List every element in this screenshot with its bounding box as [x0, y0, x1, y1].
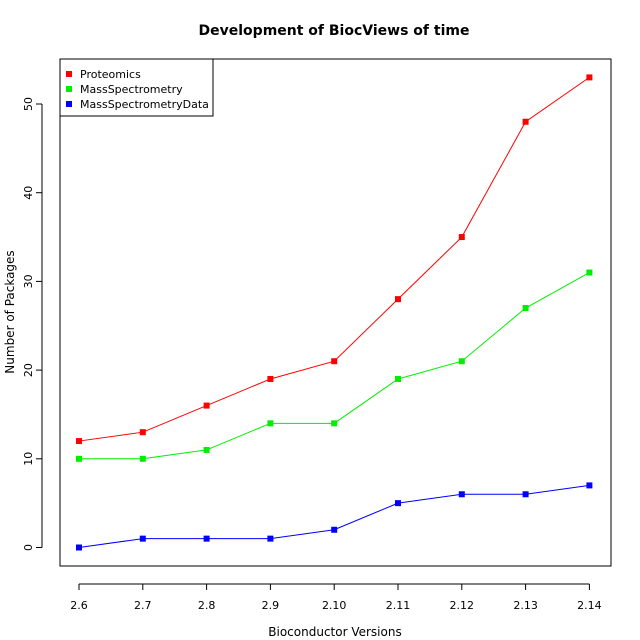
data-point: [395, 375, 401, 382]
data-point: [203, 402, 210, 409]
data-point: [267, 375, 274, 382]
y-axis-label: Number of Packages: [3, 250, 17, 373]
legend: Proteomics MassSpectrometry MassSpectromet…: [59, 58, 214, 117]
data-point: [331, 420, 338, 427]
x-tick-label: 2.12: [450, 599, 475, 612]
x-tick-label: 2.13: [513, 599, 538, 612]
series-points: [76, 74, 593, 551]
data-point: [203, 446, 210, 453]
x-tick-label: 2.7: [134, 599, 152, 612]
x-tick-label: 2.10: [322, 599, 347, 612]
series-line-MassSpectrometryData: [78, 484, 590, 548]
series-line-Proteomics: [78, 76, 590, 442]
y-tick-label: 10: [22, 452, 35, 466]
data-point: [458, 234, 465, 241]
data-point: [458, 491, 465, 498]
axes: 2.6 2.7 2.8 2.9 2.10 2.11 2.12 2.13 2.14 0 10 20 30 4…: [22, 97, 602, 612]
legend-swatch: [66, 71, 72, 77]
data-point: [267, 535, 274, 542]
legend-entry-label: MassSpectrometry: [80, 83, 183, 96]
data-point: [395, 500, 401, 507]
data-point: [522, 491, 529, 498]
data-point: [395, 296, 401, 303]
y-tick-label: 20: [22, 363, 35, 377]
x-tick-label: 2.11: [386, 599, 411, 612]
data-point: [139, 429, 146, 436]
x-tick-label: 2.6: [70, 599, 88, 612]
data-point: [76, 455, 82, 462]
data-point: [586, 269, 593, 276]
x-tick-label: 2.9: [262, 599, 280, 612]
plot-frame: [59, 58, 612, 567]
data-point: [522, 305, 529, 312]
y-tick-label: 30: [22, 274, 35, 288]
y-tick-label: 0: [22, 544, 35, 551]
x-tick-label: 2.14: [577, 599, 602, 612]
data-point: [76, 438, 82, 445]
data-point: [586, 74, 593, 81]
data-point: [331, 358, 338, 365]
series-lines: [78, 76, 590, 548]
data-point: [203, 535, 210, 542]
y-tick-label: 40: [22, 186, 35, 200]
legend-box: [59, 58, 214, 117]
data-point: [586, 482, 593, 489]
data-point: [139, 455, 146, 462]
data-point: [331, 526, 338, 533]
x-axis-label: Bioconductor Versions: [268, 625, 401, 639]
chart-title: Development of BiocViews of time: [199, 23, 470, 39]
data-point: [267, 420, 274, 427]
y-tick-label: 50: [22, 97, 35, 111]
x-tick-label: 2.8: [198, 599, 216, 612]
data-point: [458, 358, 465, 365]
data-point: [522, 118, 529, 125]
legend-swatch: [66, 86, 72, 92]
series-line-MassSpectrometry: [79, 272, 590, 460]
legend-entry-label: Proteomics: [80, 68, 141, 81]
legend-swatch: [66, 101, 72, 107]
data-point: [76, 544, 82, 551]
legend-entry-label: MassSpectrometryData: [80, 98, 209, 111]
data-point: [139, 535, 146, 542]
